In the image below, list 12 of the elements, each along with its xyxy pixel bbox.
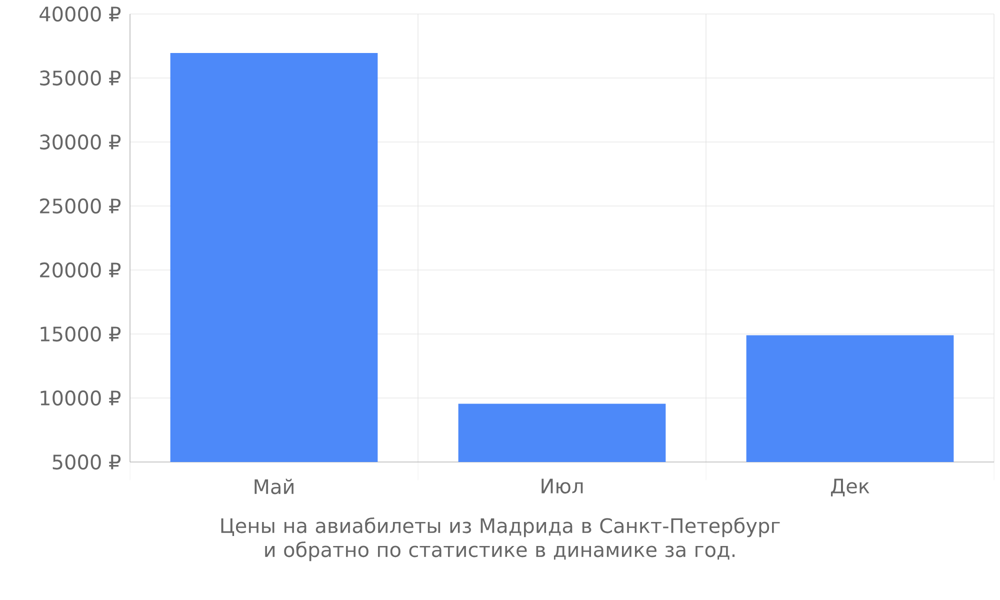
x-tick-label: Май: [254, 478, 294, 494]
y-tick-label: 35000 ₽: [40, 70, 121, 86]
x-tick-label: Июл: [542, 478, 583, 494]
y-tick-label: 20000 ₽: [40, 262, 121, 278]
x-tick-label: Дек: [830, 478, 870, 496]
y-tick-label: 15000 ₽: [40, 326, 121, 342]
y-tick-label: 25000 ₽: [40, 198, 121, 214]
y-tick-label: 40000 ₽: [40, 6, 121, 22]
y-tick-label: 10000 ₽: [40, 390, 121, 406]
y-tick-label: 30000 ₽: [40, 134, 121, 150]
x-axis-title: Цены на авиабилеты из Мадрида в Санкт-Петербург и обратно по статистике в динамике за год.: [221, 517, 780, 562]
y-tick-label: 5000 ₽: [52, 454, 121, 470]
